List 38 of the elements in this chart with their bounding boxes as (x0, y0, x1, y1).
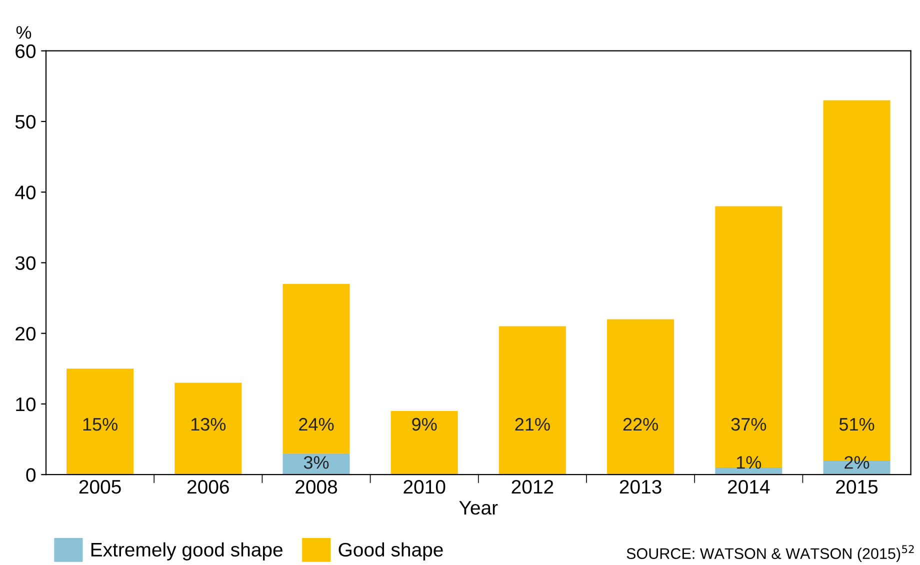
bar (282, 284, 350, 454)
bar (66, 368, 134, 475)
x-tick-label: 2012 (512, 480, 554, 494)
y-tick-label: 20 (16, 326, 36, 341)
data-label: 51% (839, 418, 874, 431)
bar (715, 206, 782, 468)
data-label: 15% (83, 418, 118, 431)
bar (607, 319, 674, 475)
data-label: 21% (515, 418, 550, 431)
bar (174, 382, 242, 475)
bar (390, 411, 458, 475)
x-tick-label: 2006 (188, 480, 229, 494)
y-tick-label: 0 (26, 468, 36, 482)
data-label: 1% (736, 456, 762, 469)
x-tick-label: 2013 (620, 480, 662, 494)
y-tick-label: 30 (15, 256, 36, 270)
data-label: 13% (191, 418, 226, 431)
data-label: 37% (731, 418, 766, 431)
data-label: 9% (412, 418, 437, 431)
legend-label: Extremely good shape (91, 542, 282, 560)
x-tick-label: 2010 (404, 480, 446, 494)
data-label: 24% (299, 418, 334, 431)
source-note: SOURCE: WATSON & WATSON (2015)$^{52}$ (626, 545, 914, 562)
bar (498, 326, 566, 475)
x-tick-label: 2014 (728, 480, 770, 494)
y-tick-label: 50 (15, 114, 36, 129)
y-axis-title: % (16, 26, 32, 39)
data-label: 22% (623, 418, 658, 431)
x-axis-title: Year (459, 501, 498, 515)
x-tick-label: 2005 (79, 480, 121, 494)
y-tick-label: 40 (15, 186, 36, 200)
y-tick-label: 10 (16, 397, 36, 412)
y-tick-label: 60 (16, 44, 36, 58)
x-tick-label: 2008 (296, 480, 338, 494)
legend-label: Good shape (338, 542, 443, 560)
x-tick-label: 2015 (836, 480, 878, 494)
data-label: 3% (304, 456, 329, 469)
bar (282, 453, 350, 475)
